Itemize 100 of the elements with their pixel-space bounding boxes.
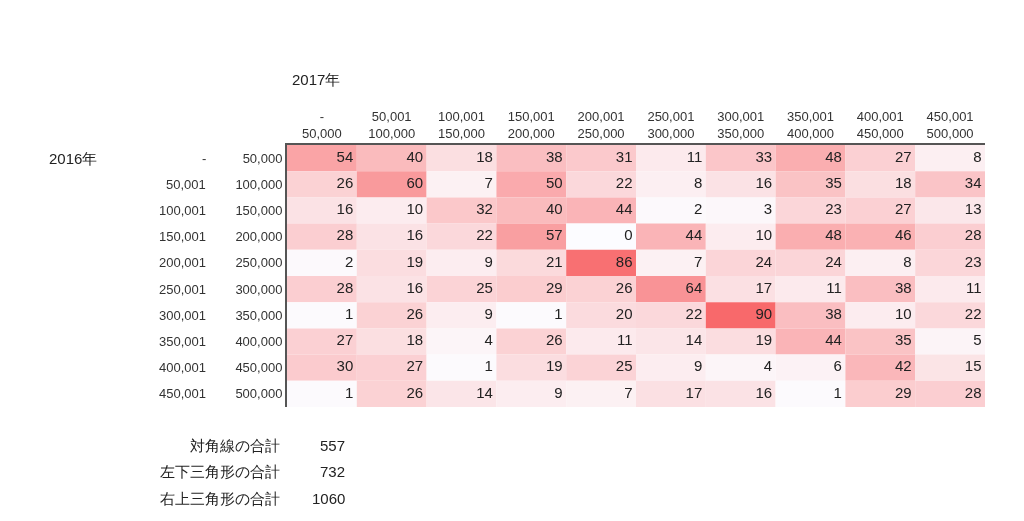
x-tick-label: 300,001 350,000 [717,108,765,141]
data-label: 23 [964,252,982,270]
data-label: 9 [484,252,493,270]
text: 1060 [312,490,346,507]
data-label: 38 [825,305,842,323]
data-label: 8 [693,174,703,192]
data-label: 24 [755,252,773,270]
data-label: 29 [895,383,912,401]
data-label: 57 [546,226,563,244]
data-label: 26 [406,305,424,323]
y-tick-label: 150,001 [159,229,206,244]
data-label: 19 [406,252,424,270]
data-label: 1 [344,305,354,323]
x-tick-label: 450,001 500,000 [926,108,974,141]
data-label: 60 [406,174,424,192]
data-label: 9 [484,305,493,323]
data-label: 26 [406,383,424,401]
data-label: 19 [546,357,563,375]
y-tick-label: 250,001 [159,282,206,297]
data-label: 11 [965,278,982,296]
y-tick-label: 400,001 [159,360,206,375]
data-label: 35 [825,174,842,192]
data-label: 6 [833,357,842,375]
data-label: 44 [615,200,633,218]
x-tick-label: 100,001 150,000 [438,108,485,141]
data-label: 29 [546,278,563,296]
data-label: 7 [693,252,703,270]
data-label: 42 [895,357,912,375]
data-label: 31 [615,147,633,165]
x-tick-label: 150,001 200,000 [507,108,555,141]
y2-tick-label: 100,000 [235,176,283,192]
data-label: 22 [685,305,703,323]
text: 右上三角形の合計 [160,490,280,507]
data-label: 24 [825,252,842,270]
data-label: 17 [755,278,773,296]
data-label: 48 [825,226,842,244]
x-axis-title: 2017年 [292,71,341,88]
y-tick-label: 50,001 [166,177,206,192]
data-label: 28 [336,278,354,296]
data-label: 26 [615,278,633,296]
data-label: 4 [763,357,773,375]
data-label: 40 [406,147,424,165]
data-label: 90 [755,305,773,323]
data-label: 28 [964,226,982,244]
x-tick-label: 250,001 300,000 [647,108,695,141]
data-label: 22 [964,305,982,323]
data-label: 1 [484,357,493,375]
data-label: 8 [973,147,982,165]
y2-tick-label: 450,000 [235,360,283,376]
data-label: 2 [344,252,354,270]
data-label: 54 [336,147,354,165]
data-label: 9 [693,357,703,375]
data-label: 48 [825,147,842,165]
data-label: 26 [546,331,563,349]
y2-tick-label: 350,000 [235,307,283,323]
data-label: 46 [895,226,912,244]
data-label: 18 [895,174,912,192]
data-label: 25 [476,278,493,296]
data-label: 64 [685,278,703,296]
data-label: 50 [546,174,563,192]
data-label: 1 [833,383,842,401]
data-label: 5 [973,331,982,349]
x-tick-label: 350,001 400,000 [787,108,834,141]
y2-tick-label: 50,000 [242,150,283,166]
data-label: 40 [546,200,563,218]
data-label: 16 [755,383,773,401]
data-label: 34 [964,174,982,192]
y2-tick-label: 200,000 [235,229,283,245]
y-tick-label: 450,001 [159,386,206,401]
data-label: 27 [336,331,354,349]
data-label: 27 [406,357,424,375]
data-label: 14 [476,383,493,401]
data-label: 2 [693,200,703,218]
data-label: 20 [615,305,633,323]
data-label: 25 [615,357,633,375]
x-tick-label: 50,001 100,000 [368,108,416,141]
data-label: 1 [344,383,354,401]
data-label: 22 [476,226,493,244]
data-label: 11 [826,278,842,296]
text: 732 [320,463,346,480]
y2-tick-label: 250,000 [235,255,283,271]
data-label: 27 [895,147,912,165]
y-tick-label: 200,001 [159,255,206,270]
data-label: 33 [755,147,773,165]
data-label: 10 [895,305,912,323]
y-axis-title: 2016年 [49,150,98,167]
data-label: 13 [964,200,982,218]
data-label: 21 [546,252,563,270]
data-label: 0 [624,226,633,244]
y2-tick-label: 400,000 [235,334,283,350]
data-label: 4 [484,331,493,349]
data-label: 44 [685,226,703,244]
x-tick-label: 200,001 250,000 [577,108,625,141]
data-label: 8 [903,252,912,270]
data-label: 11 [686,147,703,165]
x-tick-label: - 50,000 [302,108,342,141]
data-label: 16 [755,174,773,192]
data-label: 10 [406,200,424,218]
data-label: 35 [895,331,912,349]
data-label: 7 [484,174,493,192]
